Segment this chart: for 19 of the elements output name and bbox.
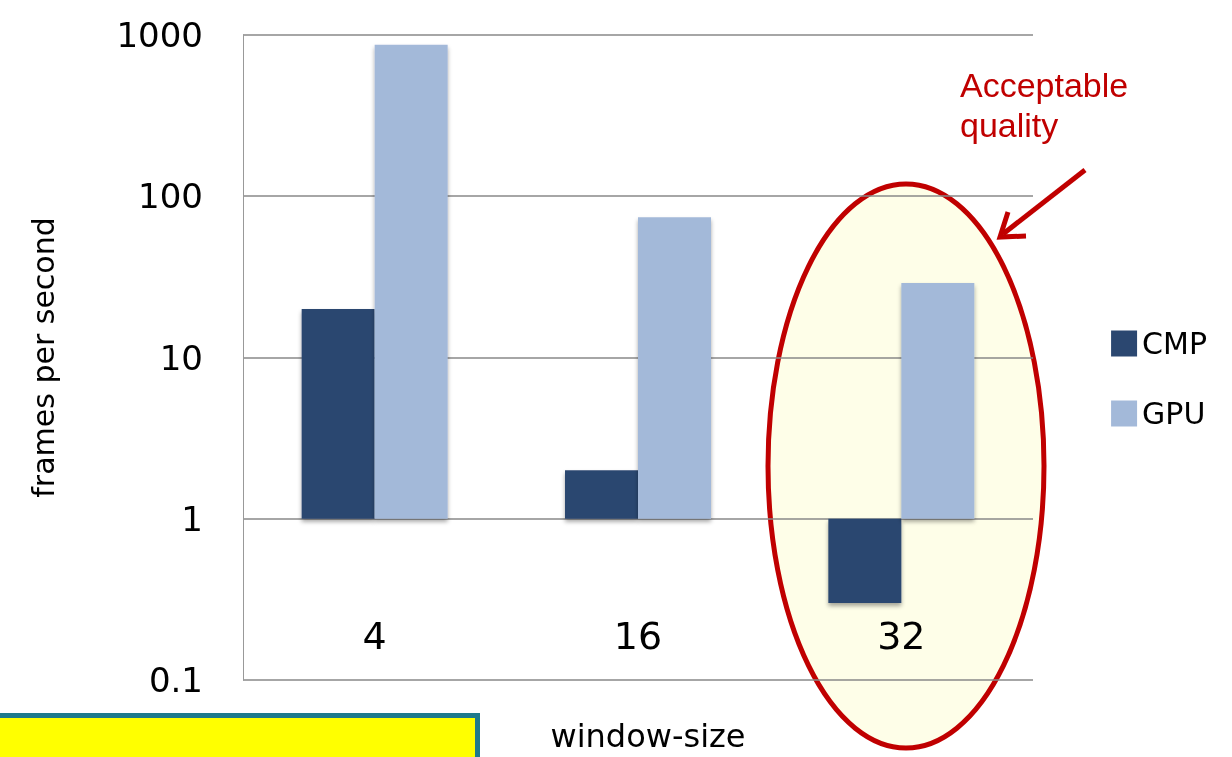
legend-label: CMP <box>1142 326 1207 361</box>
bar <box>828 518 902 604</box>
x-axis-title: window-size <box>550 717 746 755</box>
y-tick-label: 1000 <box>116 15 203 55</box>
x-tick-label: 4 <box>362 614 387 659</box>
bar <box>565 470 638 519</box>
y-tick-label: 10 <box>159 337 203 378</box>
bar <box>638 217 711 519</box>
x-tick-label: 16 <box>613 614 663 659</box>
y-tick-label: 100 <box>138 176 203 217</box>
y-axis-title: frames per second <box>25 217 61 498</box>
bar <box>374 44 448 519</box>
annotation: Acceptable quality <box>960 66 1138 144</box>
bar <box>301 308 375 519</box>
x-tick-label: 32 <box>877 614 926 659</box>
y-tick-label: 0.1 <box>148 660 203 700</box>
bar <box>901 282 975 519</box>
y-tick-label: 1 <box>181 498 203 539</box>
legend-label: GPU <box>1142 396 1206 431</box>
